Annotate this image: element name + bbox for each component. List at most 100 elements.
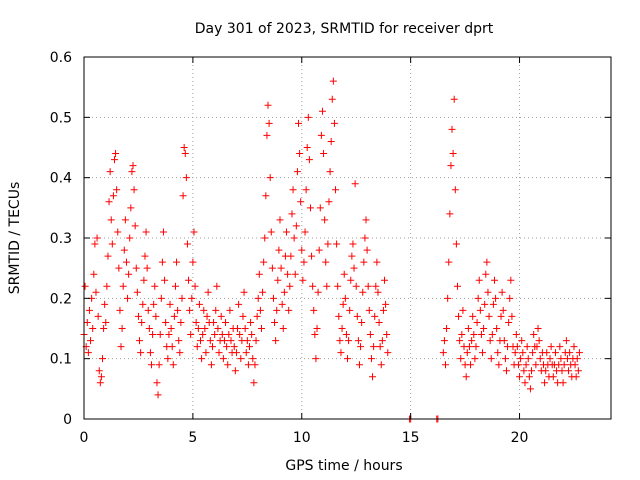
data-point: [171, 282, 179, 290]
data-point: [219, 355, 227, 363]
data-point: [237, 355, 245, 363]
data-point: [566, 349, 574, 357]
data-point: [322, 258, 330, 266]
data-point: [474, 294, 482, 302]
data-point: [378, 337, 386, 345]
data-point: [363, 246, 371, 254]
data-point: [106, 168, 114, 176]
data-point: [248, 331, 256, 339]
data-point: [349, 240, 357, 248]
data-point: [439, 349, 447, 357]
axis-ticks: 0 5 10 15 20 0 0.1 0.2 0.3 0.4 0.5 0.6: [50, 50, 611, 446]
data-point: [251, 361, 259, 369]
data-point: [276, 216, 284, 224]
data-point: [469, 312, 477, 320]
data-point: [558, 367, 566, 375]
data-point: [254, 294, 262, 302]
data-point: [220, 337, 228, 345]
data-point: [109, 192, 117, 200]
data-point: [452, 240, 460, 248]
data-point: [234, 325, 242, 332]
data-point: [323, 282, 331, 290]
data-point: [570, 343, 578, 351]
data-point: [218, 331, 226, 339]
data-point: [94, 312, 102, 320]
data-point: [535, 337, 543, 345]
data-point: [266, 174, 274, 182]
data-point: [514, 361, 522, 369]
data-point: [103, 282, 111, 290]
data-point: [90, 270, 98, 278]
data-point: [189, 258, 197, 266]
data-point: [145, 325, 153, 332]
data-point: [239, 312, 247, 320]
data-point: [96, 379, 104, 387]
data-point: [312, 355, 320, 363]
data-point: [338, 325, 346, 332]
data-point: [130, 186, 138, 194]
data-point: [117, 343, 125, 351]
data-point: [517, 355, 525, 363]
data-point: [373, 258, 381, 266]
data-point: [441, 361, 449, 369]
data-point: [488, 331, 496, 339]
data-point: [529, 349, 537, 357]
data-point: [277, 264, 285, 272]
data-point: [468, 337, 476, 345]
data-point: [295, 119, 303, 127]
data-point: [170, 312, 178, 320]
data-point: [475, 276, 483, 284]
data-point: [300, 258, 308, 266]
data-point: [472, 343, 480, 351]
data-point: [132, 264, 140, 272]
data-point: [107, 216, 115, 224]
data-point: [292, 222, 300, 230]
data-point: [131, 222, 139, 230]
data-point: [335, 312, 343, 320]
data-point: [536, 355, 544, 363]
data-point: [551, 349, 559, 357]
data-point: [105, 198, 113, 206]
data-point: [182, 174, 190, 182]
data-point: [97, 373, 105, 381]
data-point: [85, 306, 93, 314]
data-point: [188, 294, 196, 302]
data-point: [195, 300, 203, 308]
data-point: [479, 349, 487, 357]
data-point: [293, 168, 301, 176]
data-point: [262, 192, 270, 200]
data-point: [559, 379, 567, 387]
data-point: [81, 282, 89, 290]
data-point: [519, 349, 527, 357]
data-point: [215, 349, 223, 357]
data-point: [246, 343, 254, 351]
data-point: [164, 355, 172, 363]
x-tick-label: 15: [402, 430, 420, 446]
data-point: [212, 306, 220, 314]
data-point: [329, 77, 337, 85]
data-point: [381, 276, 389, 284]
data-point: [353, 312, 361, 320]
data-point: [379, 306, 387, 314]
data-point: [256, 306, 264, 314]
data-point: [382, 300, 390, 308]
data-point: [541, 379, 549, 387]
data-point: [520, 367, 528, 375]
data-point: [320, 150, 328, 158]
data-point: [265, 119, 273, 127]
data-point: [341, 294, 349, 302]
data-point: [241, 325, 249, 332]
x-tick-label: 5: [188, 430, 197, 446]
data-point: [255, 270, 263, 278]
data-point: [230, 343, 238, 351]
data-point: [502, 367, 510, 375]
data-point: [224, 361, 232, 369]
data-point: [489, 300, 497, 308]
data-point: [476, 306, 484, 314]
data-point: [477, 331, 485, 339]
data-point: [155, 361, 163, 369]
data-point: [342, 331, 350, 339]
data-point: [183, 240, 191, 248]
data-point: [330, 119, 338, 127]
data-point: [100, 325, 108, 332]
